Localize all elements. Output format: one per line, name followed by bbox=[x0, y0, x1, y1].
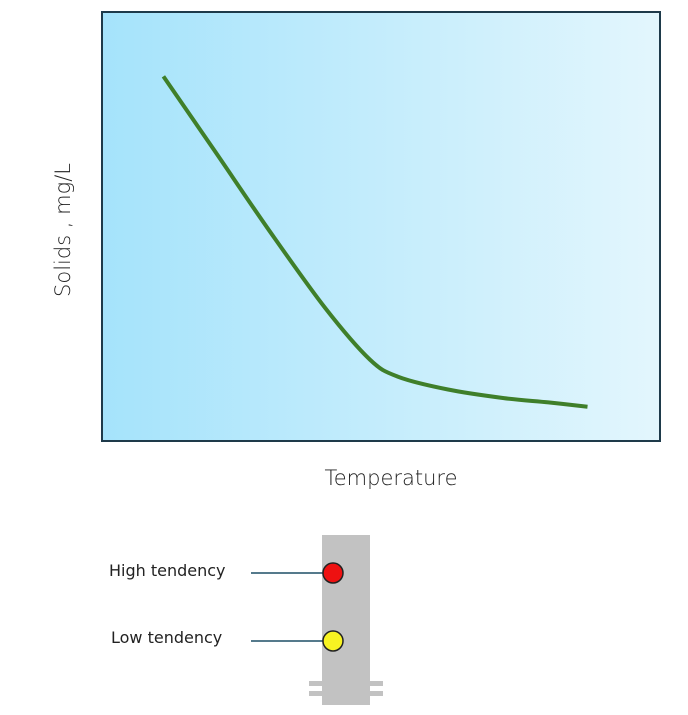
y-axis-label: Solids , mg/L bbox=[51, 163, 75, 297]
plot-area bbox=[101, 11, 661, 442]
low-tendency-indicator-dot bbox=[322, 630, 344, 652]
indicator-pole bbox=[322, 535, 370, 705]
series-layer bbox=[161, 75, 588, 409]
legend-label-low-tendency: Low tendency bbox=[111, 628, 222, 647]
high-tendency-indicator-dot bbox=[322, 562, 344, 584]
legend-label-high-tendency: High tendency bbox=[109, 561, 226, 580]
series-line-0 bbox=[161, 75, 588, 409]
pole-base-tick-lower bbox=[309, 691, 383, 696]
pole-base-tick-upper bbox=[309, 681, 383, 686]
tendency-legend: High tendency Low tendency bbox=[109, 535, 383, 705]
x-axis-label: Temperature bbox=[324, 466, 457, 490]
